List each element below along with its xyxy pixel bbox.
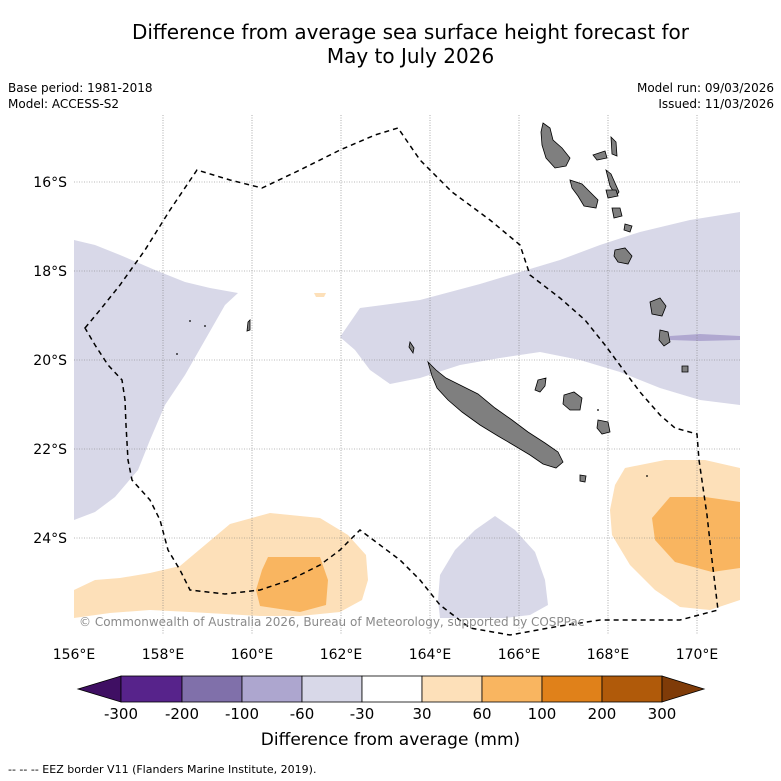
colorbar-tick: 300 xyxy=(647,705,677,723)
mare-island xyxy=(596,419,611,435)
erromango xyxy=(649,297,667,317)
title-line-1: Difference from average sea surface heig… xyxy=(131,20,690,44)
colorbar-cell xyxy=(421,675,483,703)
positive-anomaly-blip xyxy=(314,293,326,297)
model-run: Model run: 09/03/2026 xyxy=(636,81,774,95)
colorbar-cell xyxy=(601,675,663,703)
lifou-island xyxy=(562,391,583,411)
graticule xyxy=(74,115,740,635)
colorbar-tick: -60 xyxy=(289,705,315,723)
anomaly-fields xyxy=(74,212,740,618)
islet-dot xyxy=(646,475,648,477)
tanna xyxy=(658,329,671,347)
copyright-notice: © Commonwealth of Australia 2026, Bureau… xyxy=(79,615,585,629)
maewo xyxy=(610,135,618,157)
colorbar-cell xyxy=(481,675,543,703)
colorbar-extend-low xyxy=(76,675,122,703)
colorbar-extend-high xyxy=(661,675,706,703)
colorbar-tick: -30 xyxy=(349,705,375,723)
positive-anomaly-southwest-core xyxy=(256,557,328,612)
islet-dot xyxy=(597,409,599,411)
lat-label: 22°S xyxy=(33,442,67,458)
lat-label: 18°S xyxy=(33,264,67,280)
epi xyxy=(611,207,623,219)
isle-of-pines xyxy=(579,474,587,483)
lon-label: 168°E xyxy=(587,647,630,663)
base-period: Base period: 1981-2018 xyxy=(8,81,153,95)
negative-anomaly-south xyxy=(438,516,548,618)
lon-label: 166°E xyxy=(498,647,541,663)
positive-anomaly-southeast-core xyxy=(652,497,740,572)
negative-anomaly-stripe xyxy=(670,334,740,341)
lon-label: 162°E xyxy=(320,647,363,663)
ambae xyxy=(592,150,608,161)
lon-label: 164°E xyxy=(409,647,452,663)
negative-anomaly-west xyxy=(74,240,238,520)
colorbar-tick: 60 xyxy=(472,705,492,723)
lat-label: 24°S xyxy=(33,531,67,547)
lon-label: 160°E xyxy=(231,647,274,663)
shepherd-islands xyxy=(623,223,633,233)
rennell-island xyxy=(246,319,251,332)
title-line-2: May to July 2026 xyxy=(326,44,495,68)
eez-footnote: -- -- -- EEZ border V11 (Flanders Marine… xyxy=(8,763,317,776)
issued-date: Issued: 11/03/2026 xyxy=(658,97,774,111)
colorbar-label: Difference from average (mm) xyxy=(260,730,521,750)
colorbar-tick: 100 xyxy=(527,705,557,723)
colorbar-tick: -100 xyxy=(224,705,260,723)
metadata-left: Base period: 1981-2018 Model: ACCESS-S2 xyxy=(8,80,153,112)
lon-label: 170°E xyxy=(676,647,719,663)
colorbar-cell xyxy=(541,675,603,703)
colorbar-cell xyxy=(301,675,363,703)
colorbar-tick: 30 xyxy=(412,705,432,723)
small-islets xyxy=(176,320,648,477)
islet-dot xyxy=(204,325,206,327)
colorbar-cell xyxy=(120,675,183,703)
colorbar xyxy=(76,675,706,703)
colorbar-cell xyxy=(241,675,303,703)
colorbar-cell xyxy=(361,675,423,703)
efate xyxy=(613,247,633,265)
lon-label: 156°E xyxy=(53,647,96,663)
ambrym xyxy=(605,189,619,199)
new-caledonia-island xyxy=(427,360,564,469)
lat-label: 20°S xyxy=(33,353,67,369)
chart-title: Difference from average sea surface heig… xyxy=(0,20,781,68)
colorbar-tick: -300 xyxy=(103,705,139,723)
model-name: Model: ACCESS-S2 xyxy=(8,97,120,111)
islet-dot xyxy=(176,353,178,355)
longitude-labels: 156°E 158°E 160°E 162°E 164°E 166°E 168°… xyxy=(53,647,719,663)
lon-label: 158°E xyxy=(142,647,185,663)
belep-islands xyxy=(408,340,415,355)
espiritu-santo xyxy=(540,122,571,169)
ouvea-island xyxy=(534,377,547,393)
metadata-right: Model run: 09/03/2026 Issued: 11/03/2026 xyxy=(637,80,774,112)
colorbar-cell xyxy=(181,675,243,703)
negative-anomaly-east-band xyxy=(340,212,740,405)
aneityum xyxy=(681,365,689,373)
colorbar-tick: -200 xyxy=(164,705,200,723)
lat-label: 16°S xyxy=(33,175,67,191)
colorbar-tick: 200 xyxy=(587,705,617,723)
malekula xyxy=(569,179,599,209)
latitude-labels: 16°S 18°S 20°S 22°S 24°S xyxy=(33,175,67,547)
islet-dot xyxy=(189,320,191,322)
land xyxy=(246,122,689,483)
